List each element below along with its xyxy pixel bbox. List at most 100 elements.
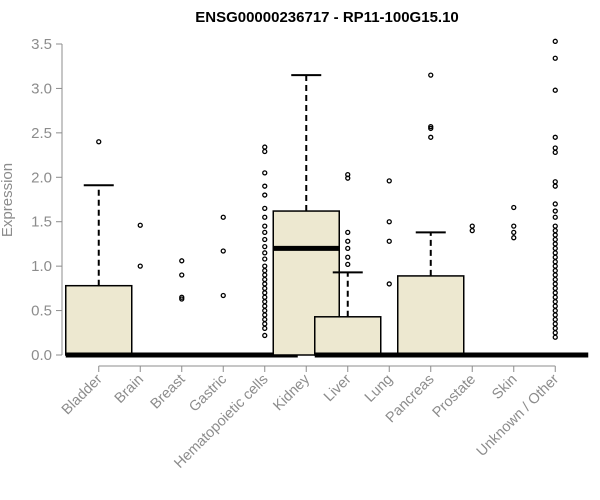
y-tick-label: 2.0 — [31, 169, 52, 186]
outlier-point — [220, 214, 226, 220]
outlier-point — [220, 248, 226, 254]
outlier-point — [137, 222, 143, 228]
y-tick-label: 2.5 — [31, 125, 52, 142]
outlier-point — [262, 316, 268, 323]
x-tick-label: Bladder — [59, 371, 106, 418]
x-tick-label: Prostate — [430, 372, 479, 421]
outliers-layer — [96, 38, 558, 340]
outlier-point — [345, 238, 351, 244]
outlier-point — [511, 223, 517, 229]
chart-title: ENSG00000236717 - RP11-100G15.10 — [195, 9, 459, 26]
outlier-point — [552, 134, 558, 140]
y-tick-label: 0.0 — [31, 347, 52, 364]
outlier-point — [552, 149, 558, 156]
outlier-point — [386, 178, 392, 184]
outlier-point — [262, 256, 268, 262]
outlier-point — [262, 281, 268, 287]
outlier-point — [179, 272, 185, 278]
box-kidney — [272, 74, 340, 356]
outlier-point — [262, 243, 268, 250]
x-tick-label: Skin — [489, 372, 520, 403]
outlier-point — [552, 245, 558, 252]
x-tick-label: Lung — [362, 372, 396, 406]
outlier-point — [262, 303, 268, 309]
y-tick-label: 3.5 — [31, 36, 52, 53]
box-iqr — [397, 275, 465, 356]
outlier-point — [262, 321, 268, 327]
outlier-point — [262, 236, 268, 243]
outlier-point — [552, 223, 558, 229]
outlier-point — [262, 290, 268, 296]
outlier-point — [262, 148, 268, 155]
outlier-point — [552, 316, 558, 323]
outlier-point — [552, 312, 558, 318]
y-tick-label: 3.0 — [31, 80, 52, 97]
outlier-point — [552, 263, 558, 269]
outlier-point — [262, 170, 268, 176]
outlier-point — [262, 214, 268, 220]
outlier-point — [552, 232, 558, 238]
box-bladder — [65, 184, 133, 358]
outlier-point — [137, 263, 143, 269]
box-iqr — [314, 316, 382, 356]
outlier-point — [552, 294, 558, 300]
outlier-point — [552, 38, 558, 44]
outlier-point — [552, 214, 558, 220]
outlier-point — [262, 307, 268, 314]
outlier-point — [345, 229, 351, 236]
outlier-point — [552, 201, 558, 207]
outlier-point — [552, 254, 558, 260]
outlier-point — [345, 254, 351, 260]
outlier-point — [552, 55, 558, 61]
outlier-point — [220, 292, 226, 299]
outlier-point — [262, 267, 268, 274]
outlier-point — [262, 192, 268, 198]
outlier-point — [262, 272, 268, 278]
outlier-point — [552, 285, 558, 292]
outlier-point — [179, 294, 185, 300]
outlier-point — [262, 183, 268, 189]
outlier-point — [262, 299, 268, 305]
outlier-point — [262, 325, 268, 331]
outlier-point — [386, 281, 392, 287]
outlier-point — [552, 299, 558, 305]
outlier-point — [469, 223, 475, 229]
outlier-point — [552, 259, 558, 265]
outlier-point — [552, 250, 558, 256]
outlier-point — [552, 325, 558, 331]
box-pancreas — [397, 231, 465, 358]
outlier-point — [552, 227, 558, 234]
outlier-point — [428, 134, 434, 140]
outlier-point — [552, 183, 558, 189]
outlier-point — [262, 144, 268, 150]
outlier-point — [262, 229, 268, 236]
outlier-point — [428, 123, 434, 130]
outlier-point — [345, 245, 351, 252]
outlier-point — [179, 296, 185, 302]
y-tick-label: 1.0 — [31, 258, 52, 275]
outlier-point — [262, 285, 268, 292]
outlier-point — [552, 272, 558, 278]
outlier-point — [552, 208, 558, 214]
outlier-point — [552, 236, 558, 243]
outlier-point — [552, 334, 558, 340]
outlier-point — [552, 87, 558, 93]
outlier-point — [386, 219, 392, 225]
outlier-point — [262, 250, 268, 256]
outlier-point — [552, 281, 558, 287]
outlier-point — [428, 125, 434, 132]
y-axis: 0.0 0.5 1.0 1.5 2.0 2.5 3.0 3.5 — [31, 36, 63, 364]
outlier-point — [262, 312, 268, 318]
boxes-layer — [65, 74, 589, 358]
outlier-point — [552, 303, 558, 309]
outlier-point — [552, 290, 558, 296]
outlier-point — [262, 263, 268, 269]
outlier-point — [552, 267, 558, 274]
outlier-point — [345, 261, 351, 268]
outlier-point — [511, 235, 517, 241]
outlier-point — [262, 223, 268, 229]
y-axis-label: Expression — [0, 163, 16, 237]
x-tick-label: Liver — [321, 371, 355, 405]
